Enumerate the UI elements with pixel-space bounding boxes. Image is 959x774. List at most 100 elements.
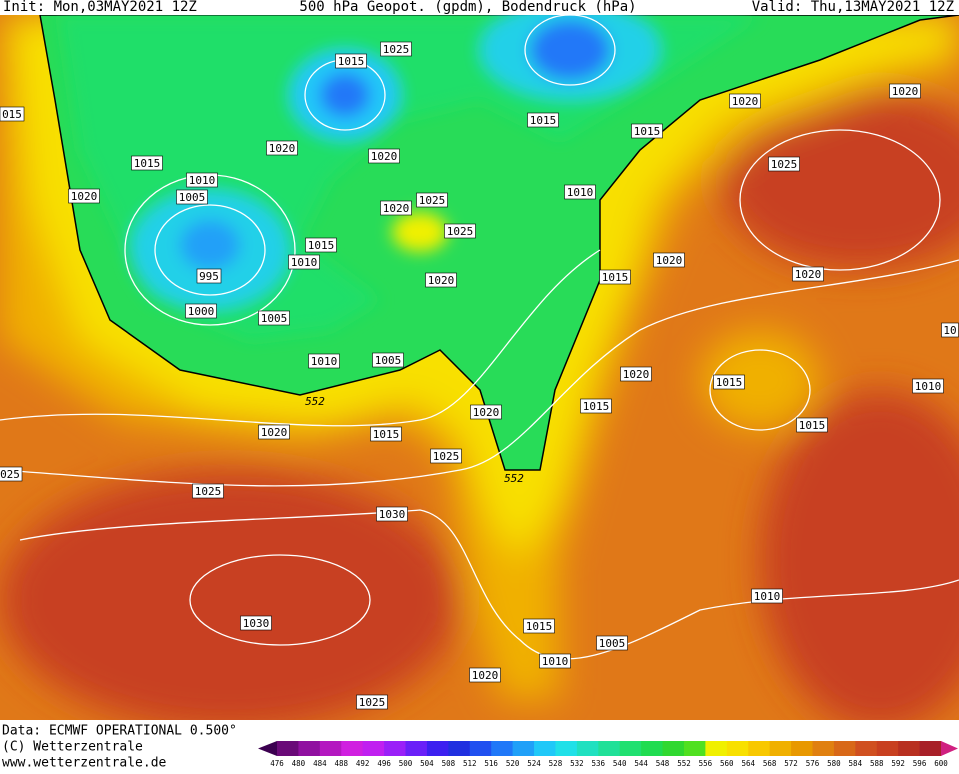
isobar-label: 1005 <box>599 637 626 650</box>
colorbar-label: 556 <box>699 759 713 768</box>
isobar-label: 1020 <box>383 202 410 215</box>
isobar-label: 1010 <box>567 186 594 199</box>
colorbar-cell <box>576 741 599 756</box>
colorbar-label: 496 <box>377 759 391 768</box>
isobar-label: 1005 <box>261 312 288 325</box>
colorbar-label: 508 <box>442 759 456 768</box>
isobar-label: 1030 <box>243 617 270 630</box>
isobar-label-box <box>380 200 412 216</box>
isobar-label-box <box>523 618 555 634</box>
colorbar-cell <box>833 741 856 756</box>
colorbar-cell <box>362 741 385 756</box>
colorbar-cell <box>898 741 921 756</box>
colorbar-cell <box>555 741 578 756</box>
colorbar-label: 576 <box>806 759 820 768</box>
isobar-label-box <box>376 506 408 522</box>
isobar-label-box <box>792 266 824 282</box>
colorbar-label: 484 <box>313 759 327 768</box>
isobar-label-box <box>416 192 448 208</box>
isobar-label: 1010 <box>542 655 569 668</box>
colorbar-label: 476 <box>270 759 284 768</box>
colorbar-cell <box>277 741 299 756</box>
isobar-label-box <box>258 424 290 440</box>
colorbar-cell <box>405 741 428 756</box>
colorbar-label: 596 <box>913 759 927 768</box>
isobar-label-box <box>196 268 222 284</box>
isobar-label-box <box>425 272 457 288</box>
colorbar-label: 568 <box>763 759 777 768</box>
colorbar-cell <box>641 741 664 756</box>
colorbar-cell <box>812 741 835 756</box>
colorbar-label: 584 <box>849 759 863 768</box>
isobar-label: 1025 <box>195 485 222 498</box>
isobar-label: 015 <box>2 108 22 121</box>
colorbar-label: 548 <box>656 759 670 768</box>
colorbar-cell <box>298 741 321 756</box>
colorbar-cell <box>769 741 792 756</box>
footer-url: www.wetterzentrale.de <box>2 756 167 771</box>
isobar-label-box <box>469 667 501 683</box>
isobar-label-box <box>380 41 412 57</box>
isobar-label: 1020 <box>472 669 499 682</box>
colorbar-label: 504 <box>420 759 434 768</box>
isobar-label: 1020 <box>473 406 500 419</box>
isobar-label: 1025 <box>433 450 460 463</box>
colorbar-cell <box>791 741 813 756</box>
isobar-label: 10 <box>943 324 956 337</box>
colorbar-cell <box>919 741 942 756</box>
isobar-label-box <box>470 404 502 420</box>
isobar-label-box <box>889 83 921 99</box>
colorbar-label: 492 <box>356 759 370 768</box>
isobar-label-box <box>176 189 208 205</box>
isobar-label: 1015 <box>716 376 743 389</box>
isobar-label-box <box>444 223 476 239</box>
colorbar-label: 524 <box>527 759 541 768</box>
colorbar-label: 532 <box>570 759 584 768</box>
isobar-label-box <box>599 269 631 285</box>
isobar-label-box <box>729 93 761 109</box>
colorbar-cell <box>341 741 364 756</box>
colorbar-label: 592 <box>891 759 905 768</box>
isobar-label-box <box>68 188 100 204</box>
isobar-label: 1030 <box>379 508 406 521</box>
isobar-label: 1025 <box>447 225 474 238</box>
colorbar-label: 520 <box>506 759 520 768</box>
map-area <box>0 15 959 720</box>
colorbar-arrow-left <box>258 741 277 756</box>
isobar-label: 1025 <box>359 696 386 709</box>
isobar-label: 1015 <box>634 125 661 138</box>
isobar-label: 1015 <box>602 271 629 284</box>
colorbar-cell <box>319 741 342 756</box>
isobar-label: 1000 <box>188 305 215 318</box>
isobar-label: 1015 <box>530 114 557 127</box>
isobars <box>0 15 959 660</box>
isobar-label-box <box>768 156 800 172</box>
isobar-label: 1015 <box>308 239 335 252</box>
isobar-label-box <box>0 466 23 482</box>
isobar-label-layer: 1025 1015 1015 1020 1020 015 1015 1020 1020 1015 1… <box>0 41 959 710</box>
isobar-label-box <box>131 155 163 171</box>
contour-label: 552 <box>305 395 325 408</box>
colorbar-label: 580 <box>827 759 841 768</box>
isobar-label-box <box>596 635 628 651</box>
isobar-label: 1025 <box>419 194 446 207</box>
isobar-label-box <box>564 184 596 200</box>
colorbar-cell <box>683 741 706 756</box>
isobar-label-box <box>620 366 652 382</box>
isobar-label-box <box>308 353 340 369</box>
isobar-label: 1015 <box>134 157 161 170</box>
colorbar-arrow-right <box>941 741 958 756</box>
isobar-label-box <box>370 426 402 442</box>
isobar-label-box <box>796 417 828 433</box>
colorbar-label: 488 <box>334 759 348 768</box>
isobar-label: 1015 <box>338 55 365 68</box>
isobar-label-box <box>266 140 298 156</box>
isobar-label-box <box>192 483 224 499</box>
isobar-label-box <box>751 588 783 604</box>
colorbar-label: 572 <box>784 759 798 768</box>
colorbar-label: 500 <box>399 759 413 768</box>
isobar-label-box <box>0 106 25 122</box>
colorbar-cell <box>598 741 621 756</box>
colorbar-cell <box>534 741 556 756</box>
